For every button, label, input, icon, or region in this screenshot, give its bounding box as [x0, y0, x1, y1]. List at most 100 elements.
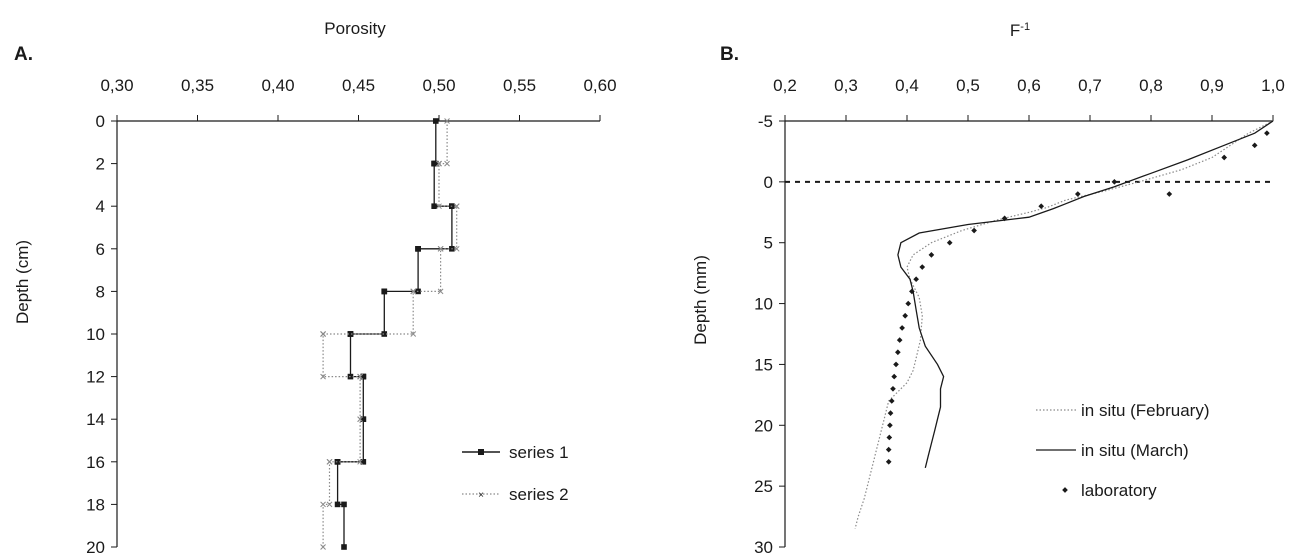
series-laboratory-point: [885, 458, 892, 465]
series-laboratory-point: [1166, 191, 1173, 197]
panel-a-y-tick-label: 12: [86, 368, 105, 387]
panel-b-x-tick-label: 0,9: [1200, 76, 1224, 95]
panel-b-x-tick-label: 0,5: [956, 76, 980, 95]
panel-b-y-tick-label: 0: [764, 173, 773, 192]
panel-b-x-tick-label: 0,4: [895, 76, 919, 95]
series-laboratory-point: [885, 446, 892, 453]
panel-a-y-tick-label: 8: [96, 282, 105, 301]
series-series-1-marker: [334, 459, 341, 465]
series-laboratory-point: [919, 264, 926, 270]
panel-b-y-tick-label: 20: [754, 416, 773, 435]
series-series-1-marker: [415, 246, 421, 252]
panel-b-y-tick-label: 15: [754, 355, 773, 374]
series-laboratory-point: [896, 337, 903, 343]
series-series-2-marker: [326, 501, 333, 508]
series-laboratory-point: [928, 252, 935, 258]
panel-b-y-tick-label: 25: [754, 477, 773, 496]
panel-a-y-tick-label: 20: [86, 538, 105, 557]
panel-b-label: B.: [720, 44, 739, 65]
series-laboratory-point: [1221, 154, 1228, 161]
series-series-2-marker: [410, 288, 417, 295]
series-laboratory-point: [895, 349, 901, 356]
series-laboratory-point: [905, 300, 912, 307]
series-series-2-marker: [320, 501, 326, 508]
panel-b-y-tick-label: -5: [758, 112, 773, 131]
panel-b-y-tick-label: 10: [754, 295, 773, 314]
panel-a-y-tick-label: 18: [86, 495, 105, 514]
series-in-situ-march-line: [897, 120, 1274, 469]
panel-b-x-tick-label: 0,8: [1139, 76, 1163, 95]
series-laboratory-point: [887, 422, 893, 429]
series-series-2-marker: [437, 288, 444, 295]
legend-march-label: in situ (March): [1081, 441, 1189, 460]
panel-b-x-axis-title: F-1: [1010, 21, 1030, 40]
panel-b-y-tick-label: 5: [764, 234, 773, 253]
series-series-2-marker: [444, 160, 450, 167]
panel-a-y-tick-label: 6: [96, 240, 105, 259]
panel-a-y-tick-label: 14: [86, 410, 105, 429]
panel-a-y-tick-label: 4: [96, 197, 105, 216]
panel-b-x-tick-label: 0,3: [834, 76, 858, 95]
legend-series-1-marker: [478, 449, 484, 455]
panel-a-x-tick-label: 0,30: [100, 76, 133, 95]
series-laboratory-point: [887, 410, 894, 416]
series-laboratory-point: [888, 398, 895, 404]
series-series-1-marker: [360, 416, 367, 422]
series-laboratory-point: [1264, 130, 1270, 136]
panel-a-x-axis-title: Porosity: [324, 19, 386, 38]
series-series-1-marker: [431, 203, 437, 209]
series-series-2-marker: [357, 458, 363, 465]
panel-a: A. Porosity Depth (cm) 0,30 0,35 0,40 0,45 0…: [13, 19, 617, 557]
series-series-2-marker: [453, 203, 460, 210]
series-series-1-marker: [431, 160, 437, 167]
panel-a-x-tick-label: 0,45: [342, 76, 375, 95]
series-series-1-marker: [360, 459, 367, 465]
series-series-2-marker: [357, 373, 363, 380]
legend-series-2-label: series 2: [509, 485, 569, 504]
series-series-2-marker: [436, 160, 442, 167]
series-series-2-marker: [436, 203, 442, 210]
series-laboratory-point: [893, 361, 899, 368]
series-series-2-marker: [320, 544, 326, 550]
panel-b-y-tick-label: 30: [754, 538, 773, 557]
series-laboratory-point: [1001, 215, 1008, 222]
series-laboratory-point: [913, 276, 919, 283]
series-laboratory-point: [1038, 203, 1045, 210]
panel-a-y-tick-label: 16: [86, 453, 105, 472]
series-series-2-marker: [320, 331, 326, 337]
series-laboratory-point: [899, 325, 905, 331]
series-series-2-marker: [437, 245, 444, 252]
panel-a-x-tick-label: 0,35: [181, 76, 214, 95]
series-laboratory-point: [1251, 142, 1258, 149]
series-series-2-marker: [453, 245, 460, 252]
legend-series-1-label: series 1: [509, 443, 569, 462]
panel-b-x-tick-label: 0,6: [1017, 76, 1041, 95]
panel-b: B. F-1 Depth (mm) 0,2 0,3 0,4 0,5 0,6 0,7 0,8 0…: [691, 21, 1285, 557]
series-series-1-marker: [381, 331, 388, 337]
series-series-2-marker: [410, 331, 417, 337]
panel-b-x-axis-title-sup: -1: [1020, 21, 1030, 33]
series-series-1-marker: [381, 288, 388, 295]
series-series-1-marker: [347, 331, 354, 337]
legend-series-2-marker: ×: [478, 490, 484, 501]
series-series-2-line: [322, 121, 458, 547]
series-series-2-marker: [320, 373, 326, 380]
series-laboratory-point: [909, 288, 915, 295]
series-series-2-marker: [444, 118, 450, 124]
series-series-1-marker: [341, 544, 347, 550]
series-laboratory-point: [1111, 179, 1118, 185]
series-laboratory-point: [891, 373, 898, 380]
series-series-2-marker: [326, 458, 333, 465]
series-laboratory-point: [946, 239, 953, 246]
panel-b-x-tick-label: 0,7: [1078, 76, 1102, 95]
legend-lab-label: laboratory: [1081, 481, 1157, 500]
panel-b-x-tick-label: 0,2: [773, 76, 797, 95]
series-series-1-marker: [334, 501, 341, 508]
series-in-situ-february-line: [854, 120, 1274, 529]
panel-b-x-tick-label: 1,0: [1261, 76, 1285, 95]
panel-b-x-axis-title-base: F: [1010, 21, 1020, 40]
panel-a-y-tick-label: 10: [86, 325, 105, 344]
series-laboratory-point: [902, 312, 908, 319]
panel-a-y-tick-label: 0: [96, 112, 105, 131]
